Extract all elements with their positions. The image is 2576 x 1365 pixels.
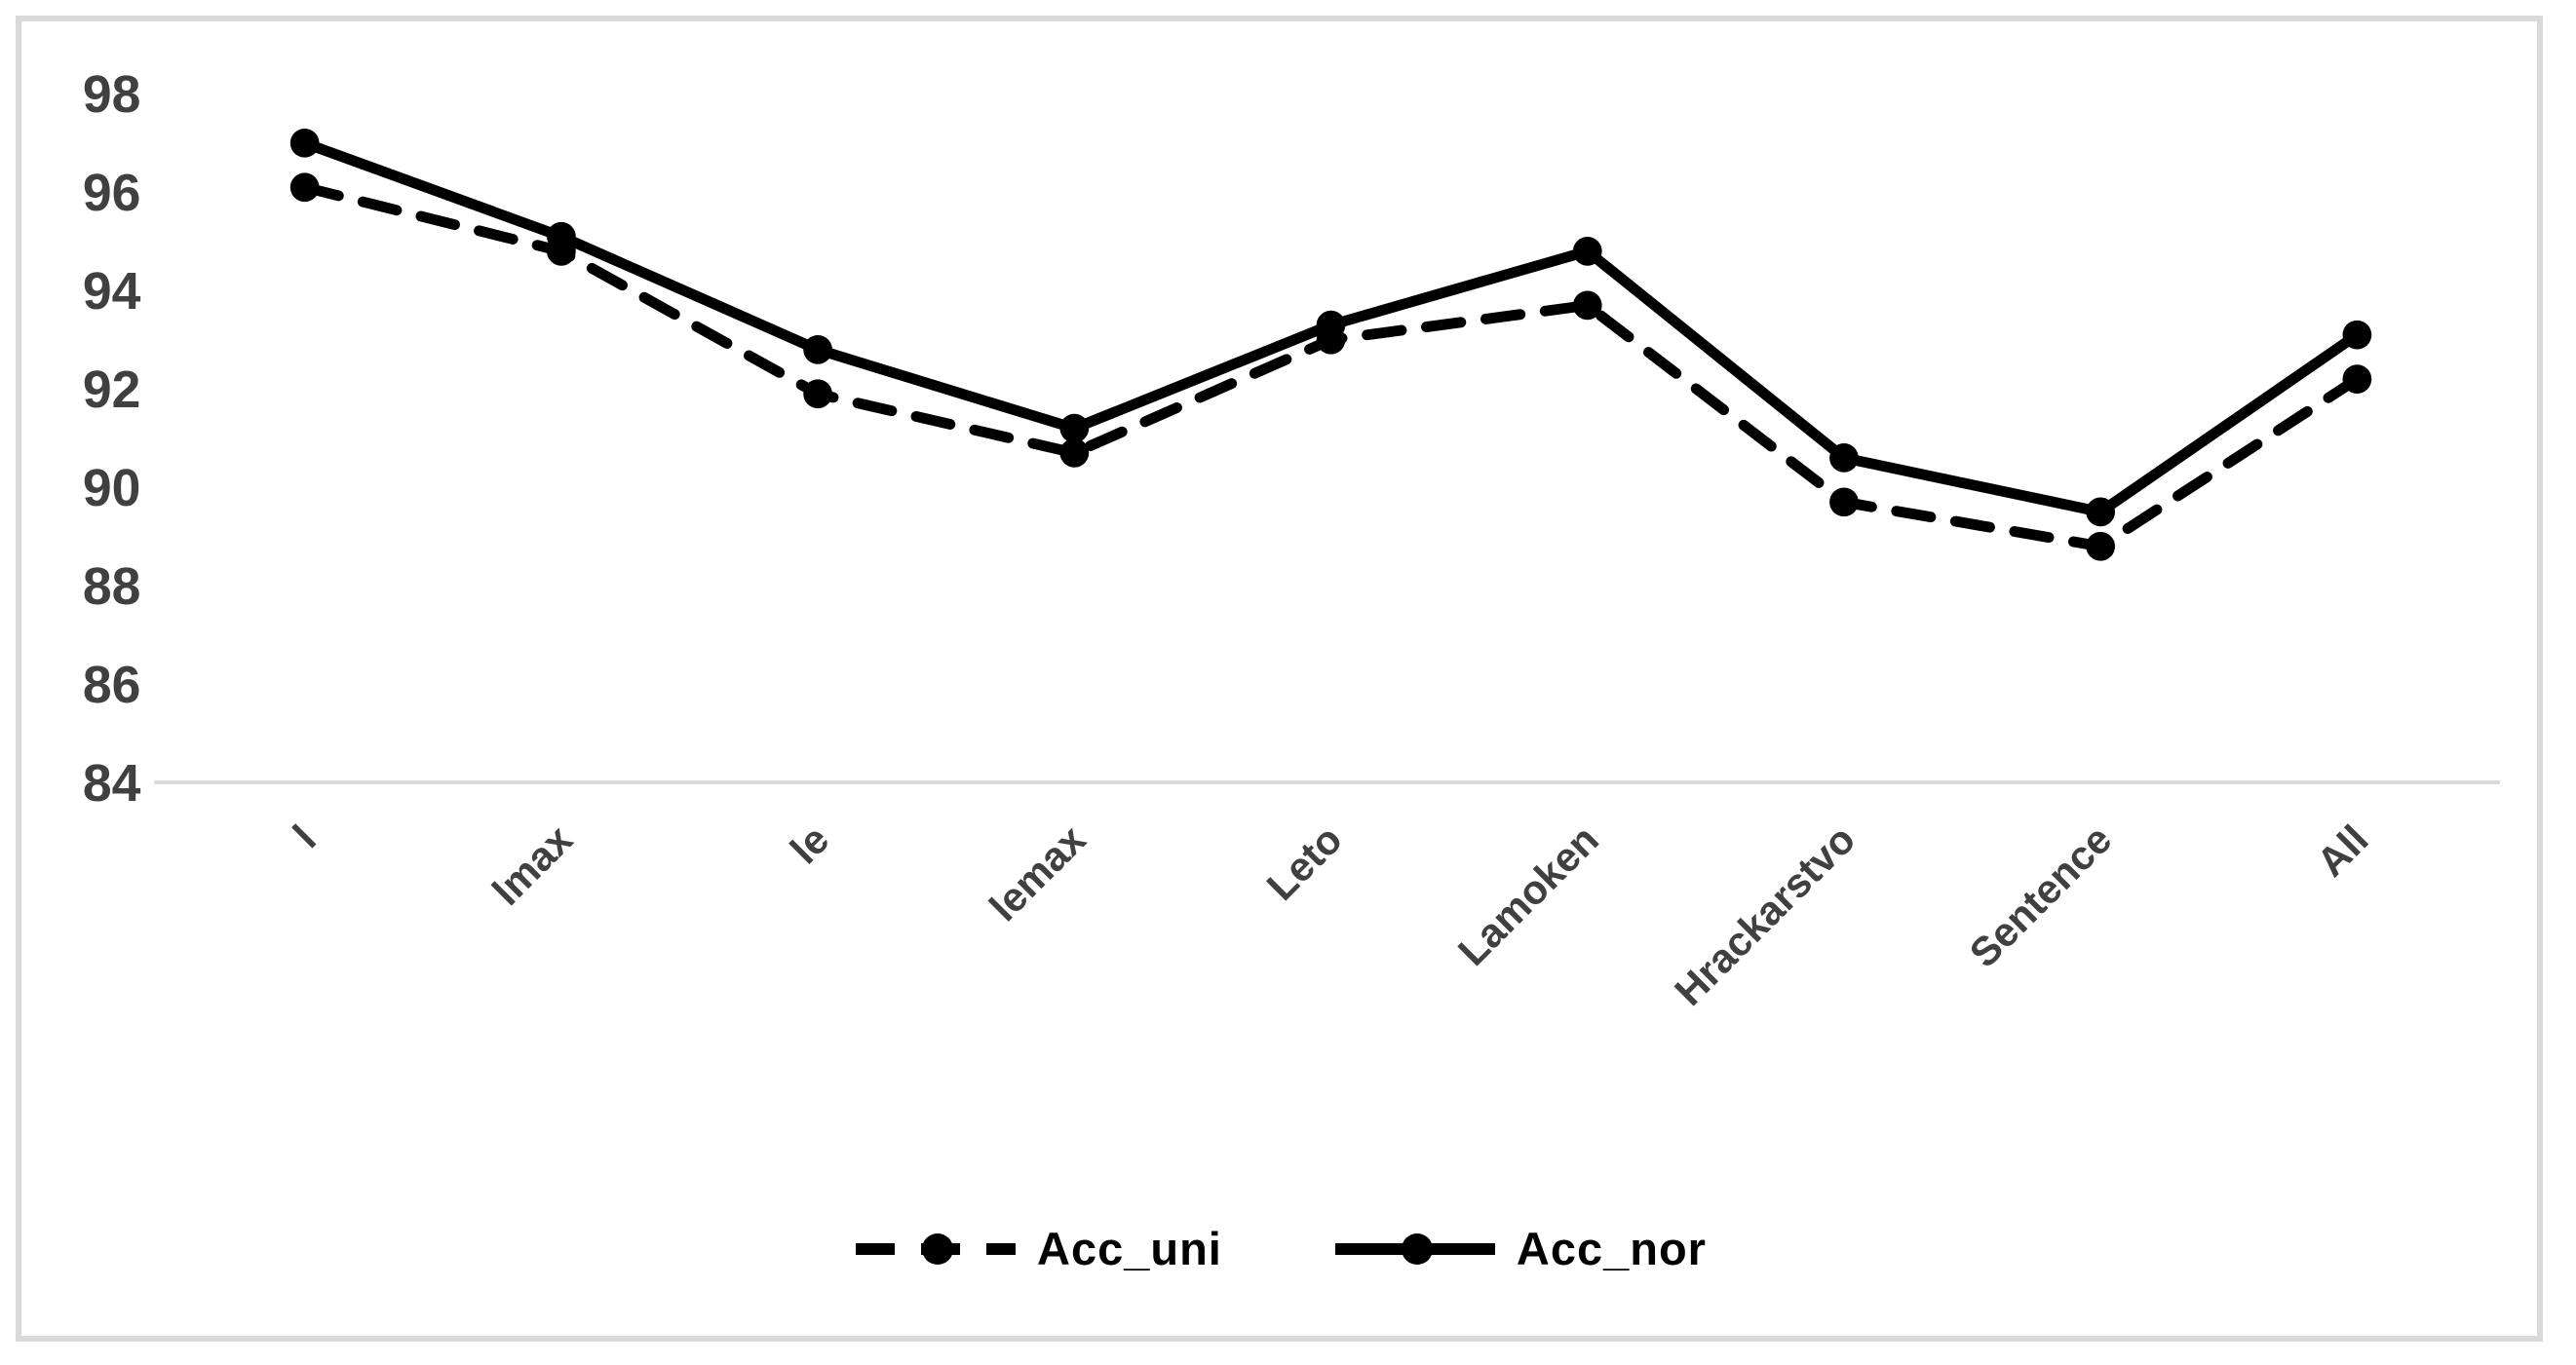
data-point-marker-acc_uni [2086, 531, 2116, 561]
y-axis-tick-label: 86 [83, 657, 141, 714]
y-axis-tick-label: 92 [83, 361, 141, 419]
data-point-marker-acc_nor [1829, 443, 1859, 473]
x-axis-category-label: l [285, 816, 325, 856]
chart-legend: Acc_uni Acc_nor [21, 1222, 2537, 1275]
legend-swatch-dashed-line-icon [856, 1232, 1017, 1265]
data-point-marker-acc_nor [547, 221, 576, 251]
data-point-marker-acc_nor [2086, 497, 2116, 527]
data-point-marker-acc_nor [2342, 320, 2372, 350]
y-axis-tick-label: 96 [83, 165, 141, 222]
y-axis-tick-label: 88 [83, 558, 141, 616]
data-point-marker-acc_uni [1059, 437, 1090, 468]
line-chart-plot-area: 84 86 88 90 92 94 96 98 l lmax le lemax Leto Lamoken H… [83, 66, 2500, 1014]
data-point-marker-acc_uni [1829, 487, 1859, 517]
data-point-marker-acc_uni [289, 172, 320, 203]
data-point-marker-acc_uni [803, 379, 832, 409]
data-point-marker-acc_nor [1059, 413, 1090, 443]
x-axis-category-label: Sentence [1960, 816, 2120, 976]
data-point-marker-acc_uni [1572, 290, 1602, 321]
x-axis-category-label: le [782, 816, 838, 873]
x-axis-category-label: Leto [1257, 816, 1350, 909]
y-axis-tick-label: 90 [83, 460, 141, 517]
legend-label-acc-nor: Acc_nor [1516, 1223, 1707, 1274]
data-point-marker-acc_nor [1572, 237, 1602, 266]
legend-item-acc-uni: Acc_uni [852, 1222, 1222, 1275]
data-point-marker-acc_nor [289, 128, 320, 158]
legend-label-acc-uni: Acc_uni [1037, 1223, 1222, 1274]
y-axis-tick-label: 98 [83, 66, 141, 124]
x-axis-category-label: lmax [483, 816, 581, 914]
data-point-marker-acc_nor [803, 334, 832, 364]
data-point-marker-acc_uni [2342, 364, 2372, 394]
series-line-acc_uni [299, 181, 2363, 552]
x-axis-category-label: Hrackarstvo [1666, 816, 1864, 1014]
y-axis-tick-label: 94 [83, 263, 141, 321]
data-point-marker-acc_nor [1316, 310, 1346, 340]
x-axis-category-label: lemax [980, 816, 1095, 930]
legend-swatch-solid-line-icon [1334, 1232, 1495, 1265]
x-axis-category-label: All [2308, 816, 2377, 886]
legend-item-acc-nor: Acc_nor [1331, 1222, 1707, 1275]
y-axis-tick-label: 84 [83, 755, 141, 813]
x-axis-category-label: Lamoken [1449, 816, 1607, 974]
chart-frame: 84 86 88 90 92 94 96 98 l lmax le lemax Leto Lamoken H… [16, 16, 2543, 1342]
